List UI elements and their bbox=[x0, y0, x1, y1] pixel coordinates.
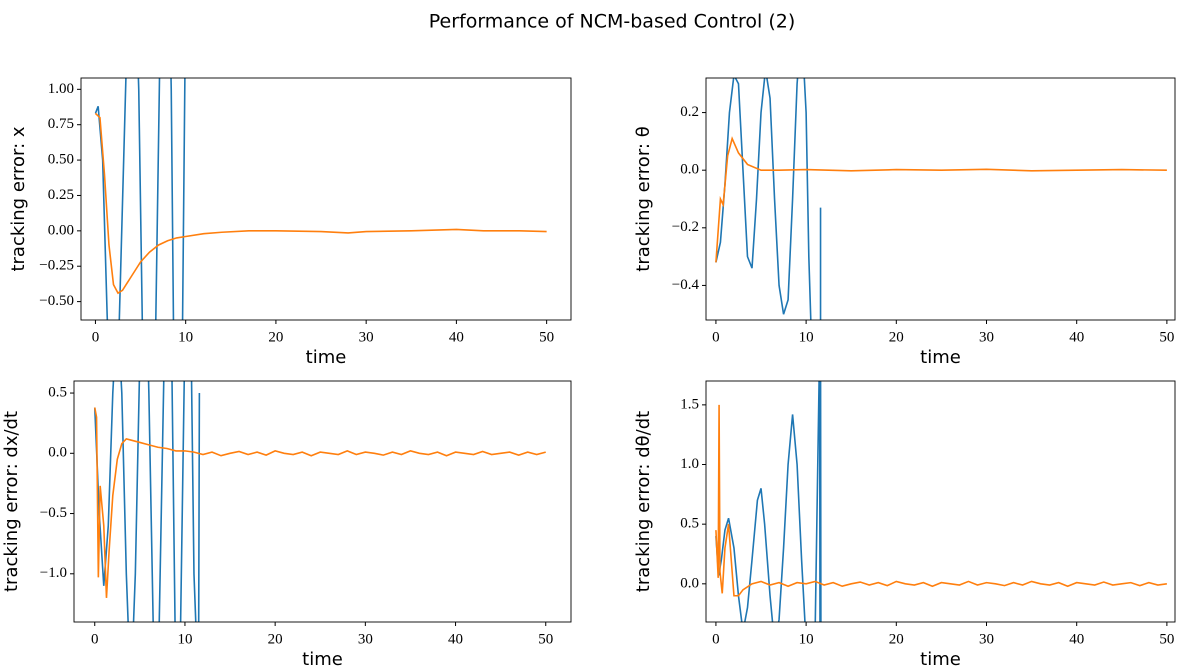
y-axis-label: tracking error: x bbox=[8, 126, 29, 271]
x-tick-label: 50 bbox=[1159, 329, 1174, 345]
y-tick-label: 0.00 bbox=[48, 222, 74, 238]
x-tick-label: 30 bbox=[358, 631, 373, 647]
data-line bbox=[715, 381, 822, 622]
y-axis-label: tracking error: dθ/dt bbox=[633, 411, 654, 592]
y-tick-label: 0.0 bbox=[680, 575, 699, 591]
x-tick-label: 50 bbox=[1159, 631, 1174, 647]
axes-frame bbox=[705, 380, 1176, 623]
x-tick-label: 40 bbox=[1069, 329, 1084, 345]
axes-frame bbox=[705, 77, 1176, 321]
y-tick-label: −0.4 bbox=[672, 277, 700, 293]
y-axis-label: tracking error: dx/dt bbox=[1, 411, 22, 592]
x-tick-label: 20 bbox=[268, 631, 283, 647]
x-tick-label: 20 bbox=[889, 631, 904, 647]
plot-area bbox=[94, 78, 547, 320]
x-tick-label: 10 bbox=[177, 631, 192, 647]
x-axis-label: time bbox=[920, 347, 961, 368]
plot-area bbox=[715, 78, 1167, 320]
x-tick-label: 10 bbox=[178, 329, 193, 345]
y-axis-label: tracking error: θ bbox=[633, 126, 654, 271]
x-tick-label: 30 bbox=[979, 329, 994, 345]
x-axis-label: time bbox=[302, 649, 343, 670]
x-tick-label: 40 bbox=[449, 329, 464, 345]
axes-frame bbox=[80, 77, 572, 321]
data-line bbox=[715, 404, 1167, 597]
data-line bbox=[93, 407, 546, 598]
plot-area bbox=[93, 381, 546, 622]
y-tick-label: 1.5 bbox=[680, 396, 699, 412]
y-tick-label: −0.5 bbox=[40, 505, 67, 521]
data-line bbox=[93, 381, 201, 622]
x-tick-label: 0 bbox=[712, 631, 720, 647]
y-tick-label: 1.0 bbox=[680, 456, 699, 472]
y-tick-label: 1.00 bbox=[48, 81, 74, 97]
axes-frame bbox=[73, 380, 572, 623]
x-tick-label: 30 bbox=[359, 329, 374, 345]
x-tick-label: 50 bbox=[538, 631, 553, 647]
y-tick-label: 0.0 bbox=[48, 445, 67, 461]
data-line bbox=[715, 78, 822, 320]
x-tick-label: 30 bbox=[979, 631, 994, 647]
y-tick-label: 0.5 bbox=[680, 516, 699, 532]
x-tick-label: 0 bbox=[712, 329, 720, 345]
x-tick-label: 0 bbox=[92, 329, 100, 345]
y-tick-label: 0.75 bbox=[48, 116, 74, 132]
x-tick-label: 50 bbox=[539, 329, 554, 345]
x-tick-label: 10 bbox=[799, 631, 814, 647]
figure-title: Performance of NCM-based Control (2) bbox=[429, 11, 796, 33]
x-tick-label: 40 bbox=[1069, 631, 1084, 647]
x-tick-label: 40 bbox=[448, 631, 463, 647]
data-line bbox=[94, 112, 547, 295]
data-line bbox=[94, 78, 186, 320]
y-tick-label: 0.5 bbox=[48, 384, 67, 400]
y-tick-label: −1.0 bbox=[40, 565, 67, 581]
y-tick-label: 0.50 bbox=[48, 152, 74, 168]
x-tick-label: 10 bbox=[799, 329, 814, 345]
data-line bbox=[715, 136, 1167, 263]
y-tick-label: −0.2 bbox=[672, 219, 699, 235]
plot-area bbox=[715, 381, 1167, 622]
x-tick-label: 0 bbox=[91, 631, 99, 647]
y-tick-label: −0.25 bbox=[39, 258, 74, 274]
y-tick-label: 0.0 bbox=[680, 162, 699, 178]
y-tick-label: −0.50 bbox=[39, 293, 74, 309]
x-axis-label: time bbox=[920, 649, 961, 670]
y-tick-label: 0.2 bbox=[680, 104, 699, 120]
y-tick-label: 0.25 bbox=[48, 187, 74, 203]
x-axis-label: time bbox=[306, 347, 347, 368]
x-tick-label: 20 bbox=[889, 329, 904, 345]
x-tick-label: 20 bbox=[268, 329, 283, 345]
